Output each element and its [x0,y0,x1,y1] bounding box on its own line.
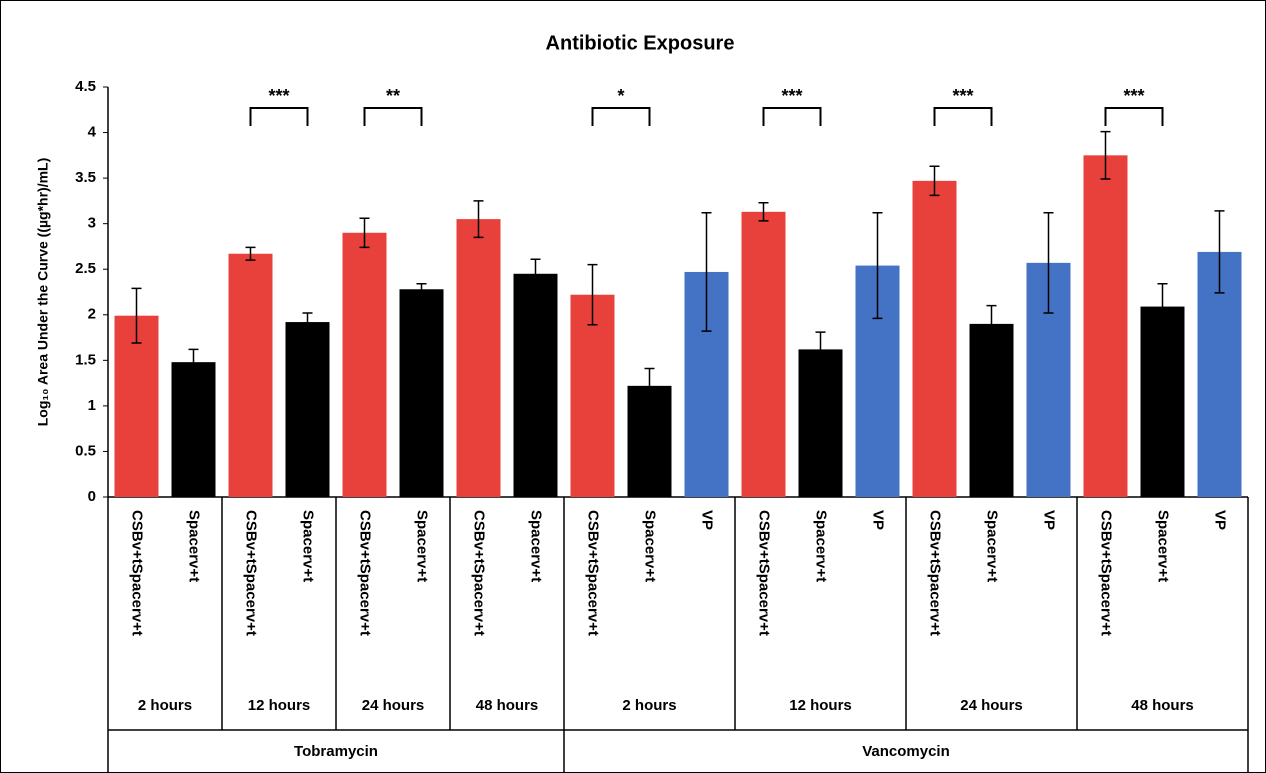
x-tick-label: Spacerv+t [186,510,203,582]
x-tick-label: CSBv+tSpacerv+t [129,510,146,636]
significance-bracket [933,107,993,126]
bar [342,232,387,497]
y-tick-label: 4.5 [75,78,96,95]
x-tick-label: CSBv+tSpacerv+t [1098,510,1115,636]
significance-bracket [591,107,651,126]
subgroup-label: 2 hours [622,697,676,714]
error-bar [986,304,997,343]
significance-bracket [249,107,309,126]
group-label: Tobramycin [294,743,378,760]
subgroup-label: 12 hours [248,697,311,714]
y-tick-label: 0 [88,488,96,505]
x-tick-label: Spacerv+t [642,510,659,582]
y-tick-label: 4 [88,124,97,141]
subgroup-label: 24 hours [362,697,425,714]
error-bar [644,367,655,404]
significance-label: ** [386,86,400,106]
y-tick-label: 3.5 [75,169,96,186]
bar [228,253,273,497]
bar [912,180,957,497]
error-bar [530,258,541,290]
bar [741,211,786,498]
error-bar [1157,283,1168,331]
x-tick-label: VP [1041,510,1058,530]
significance-bracket [762,107,822,126]
bar [1140,306,1185,497]
significance-label: * [617,86,624,106]
x-tick-label: Spacerv+t [1155,510,1172,582]
bar [798,349,843,497]
bar [114,315,159,497]
error-bar [302,312,313,332]
significance-label: *** [1123,86,1144,106]
bar [171,362,216,497]
x-tick-label: Spacerv+t [414,510,431,582]
y-tick-label: 3 [88,215,96,232]
error-bar [929,165,940,197]
significance-bracket [1104,107,1164,126]
error-bar [701,211,712,332]
error-bar [188,348,199,376]
y-tick-label: 2 [88,306,96,323]
x-tick-label: CSBv+tSpacerv+t [243,510,260,636]
error-bar [872,211,883,320]
y-tick-label: 2.5 [75,260,96,277]
significance-bracket [363,107,423,126]
significance-label: *** [268,86,289,106]
x-tick-label: Spacerv+t [300,510,317,582]
subgroup-label: 2 hours [138,697,192,714]
error-bar [359,217,370,249]
group-label: Vancomycin [862,743,950,760]
x-tick-label: CSBv+tSpacerv+t [357,510,374,636]
y-tick-label: 1.5 [75,351,96,368]
error-bar [1100,130,1111,180]
subgroup-label: 48 hours [476,697,539,714]
x-tick-label: CSBv+tSpacerv+t [471,510,488,636]
x-tick-label: Spacerv+t [528,510,545,582]
y-tick-label: 0.5 [75,442,96,459]
subgroup-label: 12 hours [789,697,852,714]
bar [456,219,501,497]
y-tick-label: 1 [88,397,96,414]
error-bar [1214,210,1225,294]
error-bar [416,283,427,296]
error-bar [758,201,769,222]
bar [570,294,615,497]
subgroup-label: 48 hours [1131,697,1194,714]
bar [627,385,672,497]
x-tick-label: VP [1212,510,1229,530]
subgroup-label: 24 hours [960,697,1023,714]
x-tick-label: VP [699,510,716,530]
x-tick-label: VP [870,510,887,530]
error-bar [473,200,484,239]
bar [1083,155,1128,498]
bar [285,322,330,497]
significance-label: *** [781,86,802,106]
y-axis-label: Log₁₀ Area Under the Curve ((µg*hr)/mL) [35,158,51,427]
error-bar [815,331,826,368]
error-bar [245,246,256,261]
error-bar [1043,211,1054,314]
x-tick-label: Spacerv+t [984,510,1001,582]
x-tick-label: CSBv+tSpacerv+t [927,510,944,636]
error-bar [131,287,142,344]
x-tick-label: Spacerv+t [813,510,830,582]
bar [513,273,558,497]
x-tick-label: CSBv+tSpacerv+t [756,510,773,636]
error-bar [587,263,598,326]
significance-label: *** [952,86,973,106]
chart-title: Antibiotic Exposure [546,32,735,54]
x-tick-label: CSBv+tSpacerv+t [585,510,602,636]
bar [399,289,444,497]
bar [969,323,1014,497]
